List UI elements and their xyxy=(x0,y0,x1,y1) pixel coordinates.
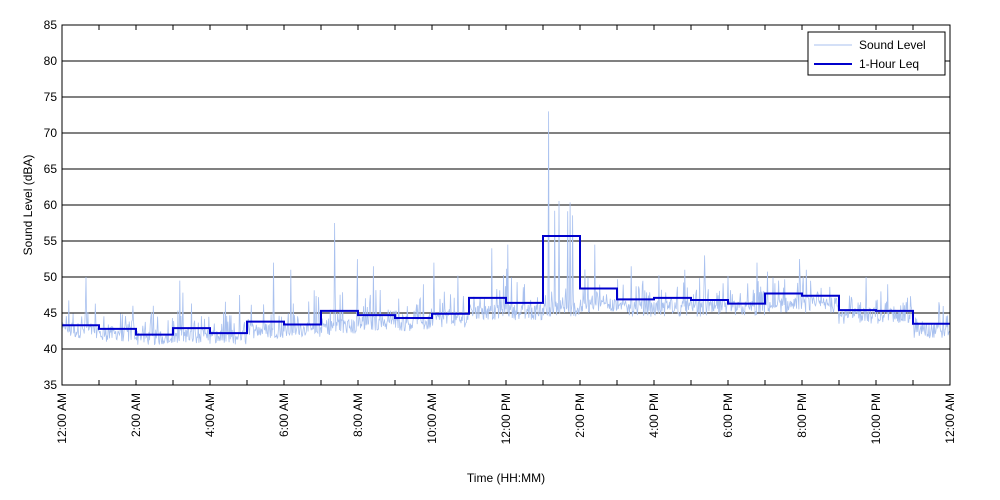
y-tick-label: 75 xyxy=(44,90,58,104)
x-tick-label: 2:00 AM xyxy=(129,393,143,437)
leq-series xyxy=(62,234,950,336)
y-tick-label: 80 xyxy=(44,54,58,68)
y-tick-label: 50 xyxy=(44,270,58,284)
y-tick-label: 65 xyxy=(44,162,58,176)
y-tick-label: 60 xyxy=(44,198,58,212)
y-tick-label: 85 xyxy=(44,18,58,32)
x-tick-label: 8:00 PM xyxy=(795,393,809,438)
x-tick-label: 4:00 PM xyxy=(647,393,661,438)
leq-step-line xyxy=(62,234,950,336)
legend-label-leq: 1-Hour Leq xyxy=(859,57,919,71)
y-tick-label: 45 xyxy=(44,306,58,320)
x-axis-ticks: 12:00 AM 2:00 AM 4:00 AM 6:00 AM 8:00 AM 10:0… xyxy=(55,25,957,444)
y-tick-label: 35 xyxy=(44,378,58,392)
y-tick-label: 70 xyxy=(44,126,58,140)
y-tick-label: 40 xyxy=(44,342,58,356)
legend-label-sound-level: Sound Level xyxy=(859,38,926,52)
legend: Sound Level 1-Hour Leq xyxy=(807,31,946,76)
x-tick-label: 8:00 AM xyxy=(351,393,365,437)
y-tick-label: 55 xyxy=(44,234,58,248)
sound-level-line xyxy=(61,111,950,346)
x-tick-label: 12:00 PM xyxy=(499,393,513,444)
y-axis-ticks: 35 40 45 50 55 60 65 70 75 80 85 xyxy=(44,18,950,392)
x-tick-label: 4:00 AM xyxy=(203,393,217,437)
x-tick-label: 10:00 AM xyxy=(425,393,439,444)
y-axis-label: Sound Level (dBA) xyxy=(21,155,35,256)
x-tick-label: 12:00 AM xyxy=(943,393,957,444)
x-tick-label: 6:00 AM xyxy=(277,393,291,437)
grid-lines xyxy=(62,60,950,350)
legend-box xyxy=(807,31,946,76)
x-axis-label: Time (HH:MM) xyxy=(467,471,545,485)
x-tick-label: 10:00 PM xyxy=(869,393,883,444)
x-tick-label: 6:00 PM xyxy=(721,393,735,438)
x-tick-label: 12:00 AM xyxy=(55,393,69,444)
sound-level-series xyxy=(61,111,950,346)
x-tick-label: 2:00 PM xyxy=(573,393,587,438)
